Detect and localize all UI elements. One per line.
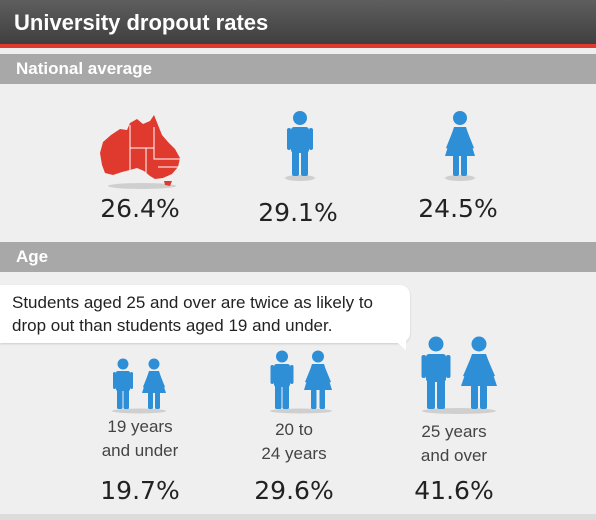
- national-total-rate: 26.4%: [100, 194, 180, 223]
- section-age: Age: [0, 242, 596, 272]
- age-label-line: 19 years: [107, 417, 173, 436]
- page-title: University dropout rates: [14, 10, 269, 35]
- age-group-label-25-over: 25 years and over: [374, 420, 534, 468]
- age-under-19-rate: 19.7%: [100, 476, 180, 505]
- section-title: Age: [16, 247, 49, 266]
- national-female-rate: 24.5%: [418, 194, 498, 223]
- australia-map-icon: [100, 115, 180, 189]
- age-group-label-under-19: 19 years and under: [60, 415, 220, 463]
- section-title: National average: [16, 59, 153, 78]
- age-label-line: and over: [420, 446, 488, 465]
- callout-tail: [392, 338, 406, 350]
- age-label-line: 24 years: [261, 444, 327, 463]
- callout-bubble: Students aged 25 and over are twice as l…: [0, 285, 410, 343]
- age-label-line: and under: [101, 441, 179, 460]
- age-group-under-19-figures-icon: [112, 358, 166, 414]
- title-bar: University dropout rates: [0, 0, 596, 48]
- age-label-line: 25 years: [421, 422, 487, 441]
- national-male-rate: 29.1%: [258, 198, 338, 227]
- age-20-24-rate: 29.6%: [254, 476, 334, 505]
- age-group-label-20-24: 20 to 24 years: [214, 418, 374, 466]
- male-figure-icon: [285, 111, 315, 181]
- section-national-average: National average: [0, 54, 596, 84]
- age-group-20-24-figures-icon: [270, 350, 332, 414]
- callout-text: Students aged 25 and over are twice as l…: [12, 293, 373, 335]
- bottom-border: [0, 514, 596, 520]
- age-25-over-rate: 41.6%: [414, 476, 494, 505]
- age-group-25-over-figures-icon: [421, 336, 497, 414]
- female-figure-icon: [445, 111, 475, 181]
- age-label-line: 20 to: [275, 420, 313, 439]
